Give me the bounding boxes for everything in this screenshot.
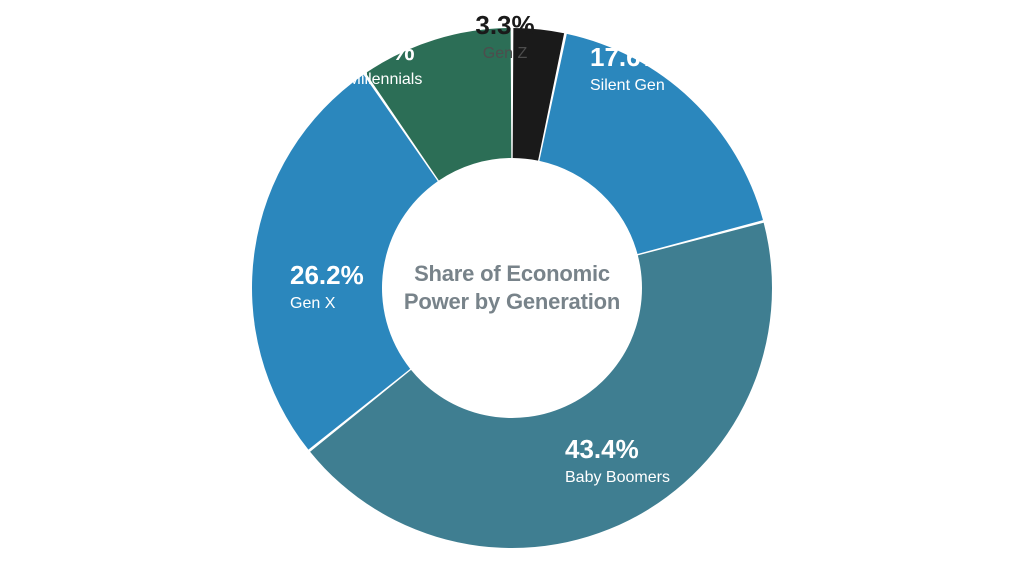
slice-name: Gen X bbox=[290, 295, 364, 313]
slice-name: Silent Gen bbox=[590, 77, 665, 95]
chart-stage: Share of EconomicPower by Generation 3.3… bbox=[0, 0, 1024, 576]
slice-pct: 17.6% bbox=[590, 42, 665, 73]
label-boomers: 43.4% Baby Boomers bbox=[565, 434, 670, 487]
chart-center-title: Share of EconomicPower by Generation bbox=[392, 260, 632, 316]
slice-pct: 3.3% bbox=[475, 10, 534, 41]
label-genz: 3.3% Gen Z bbox=[475, 10, 534, 63]
slice-pct: 26.2% bbox=[290, 260, 364, 291]
slice-pct: 9.6% bbox=[348, 36, 423, 67]
slice-name: Baby Boomers bbox=[565, 469, 670, 487]
chart-title-line: Power by Generation bbox=[392, 288, 632, 316]
slice-name: Gen Z bbox=[475, 45, 534, 63]
chart-title-line: Share of Economic bbox=[392, 260, 632, 288]
slice-name: Millennials bbox=[348, 71, 423, 89]
label-millennials: 9.6% Millennials bbox=[348, 36, 423, 89]
label-genx: 26.2% Gen X bbox=[290, 260, 364, 313]
slice-pct: 43.4% bbox=[565, 434, 670, 465]
label-silent: 17.6% Silent Gen bbox=[590, 42, 665, 95]
